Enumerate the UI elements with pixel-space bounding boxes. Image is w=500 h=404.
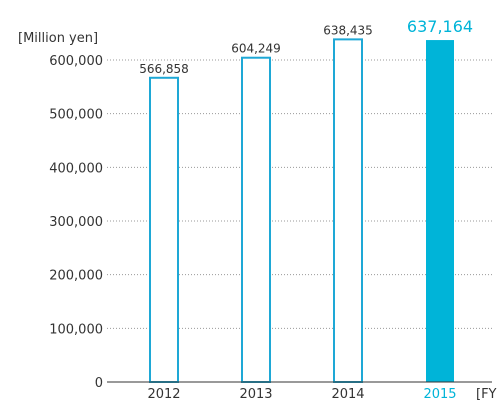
y-tick-label: 300,000 [49,215,103,230]
gridlines [107,59,492,329]
bar-2012 [149,76,179,384]
y-tick-labels: 0 100,000 200,000 300,000 400,000 500,000 600,… [49,54,103,391]
bar-2014 [333,38,363,383]
y-tick-label: 400,000 [49,161,103,176]
bar-2015 [426,40,454,382]
x-tick-label-2012: 2012 [147,387,180,400]
value-label-2014: 638,435 [323,23,373,37]
x-tick-labels: 2012 2013 2014 2015 [147,387,456,402]
clipped-header-fragment [40,0,360,6]
bars [149,38,454,384]
x-tick-label-2013: 2013 [239,387,272,400]
x-tick-label-2014: 2014 [331,387,364,400]
y-tick-label: 500,000 [49,108,103,123]
value-label-2015: 637,164 [407,17,473,36]
y-tick-label: 0 [95,376,103,391]
bar-2013 [241,56,271,384]
x-tick-label-2015: 2015 [423,387,456,400]
y-tick-label: 100,000 [49,322,103,337]
value-label-2012: 566,858 [139,62,189,76]
x-axis-label: [FY [476,387,497,400]
value-label-2013: 604,249 [231,42,281,56]
y-tick-label: 600,000 [49,54,103,69]
value-labels: 566,858 604,249 638,435 637,164 [139,17,473,76]
y-tick-label: 200,000 [49,269,103,284]
y-axis-label: [Million yen] [18,31,98,46]
